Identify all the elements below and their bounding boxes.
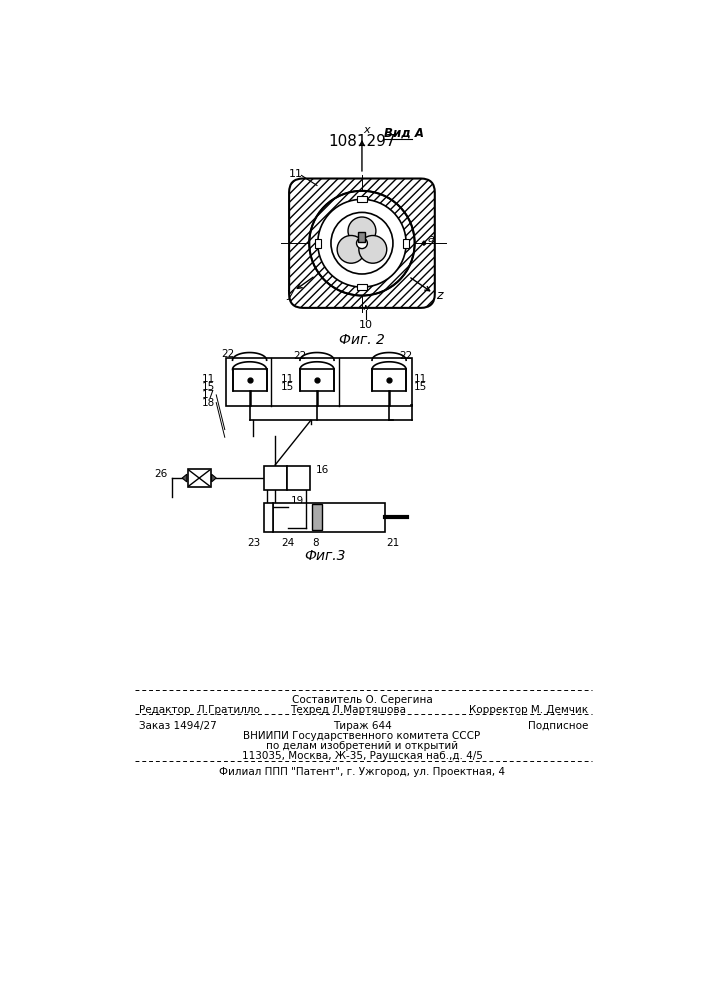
Bar — [357, 196, 367, 202]
Text: 19: 19 — [291, 496, 304, 506]
Text: Техред Л.Мартяшова: Техред Л.Мартяшова — [290, 705, 406, 715]
Text: Корректор М. Демчик: Корректор М. Демчик — [469, 705, 588, 715]
Bar — [357, 284, 367, 290]
Bar — [264, 466, 287, 490]
Text: 15: 15 — [281, 382, 293, 392]
Text: 22: 22 — [399, 351, 413, 361]
Text: 15: 15 — [202, 382, 216, 392]
Text: Фиг. 2: Фиг. 2 — [339, 333, 385, 347]
Circle shape — [331, 212, 393, 274]
Polygon shape — [182, 474, 187, 482]
Circle shape — [359, 235, 387, 263]
Text: 21: 21 — [386, 538, 399, 548]
Bar — [273, 503, 385, 532]
Text: 15: 15 — [414, 382, 427, 392]
Text: x: x — [363, 125, 370, 135]
Text: Вид А: Вид А — [384, 126, 423, 139]
Text: 113035, Москва, Ж-35, Раушская наб.,д. 4/5: 113035, Москва, Ж-35, Раушская наб.,д. 4… — [242, 751, 482, 761]
Text: 22: 22 — [293, 351, 307, 361]
Text: Фиг.3: Фиг.3 — [304, 549, 346, 563]
Text: 26: 26 — [154, 469, 167, 479]
Text: Редактор  Л.Гратилло: Редактор Л.Гратилло — [139, 705, 259, 715]
Text: 11: 11 — [289, 169, 303, 179]
Text: Заказ 1494/27: Заказ 1494/27 — [139, 721, 216, 731]
Bar — [372, 369, 406, 391]
Circle shape — [348, 217, 376, 245]
Bar — [287, 466, 310, 490]
Text: Тираж 644: Тираж 644 — [332, 721, 392, 731]
Bar — [312, 504, 322, 530]
Text: Филиал ППП "Патент", г. Ужгород, ул. Проектная, 4: Филиал ППП "Патент", г. Ужгород, ул. Про… — [219, 767, 505, 777]
Text: 1081297: 1081297 — [328, 134, 396, 149]
FancyBboxPatch shape — [289, 179, 435, 308]
Bar — [300, 369, 334, 391]
Text: 18: 18 — [202, 398, 216, 408]
Text: a: a — [427, 234, 434, 244]
Text: 8: 8 — [312, 538, 319, 548]
Text: 24: 24 — [281, 538, 295, 548]
Bar — [403, 239, 409, 248]
Text: 11: 11 — [202, 374, 216, 384]
Bar — [358, 232, 366, 242]
Text: ВНИИПИ Государственного комитета СССР: ВНИИПИ Государственного комитета СССР — [243, 731, 481, 741]
Text: 22: 22 — [221, 349, 235, 359]
Text: 17: 17 — [202, 390, 216, 400]
Bar — [233, 369, 267, 391]
Text: 10: 10 — [359, 320, 373, 330]
Text: y: y — [286, 287, 293, 300]
Bar — [187, 469, 211, 487]
Bar — [226, 358, 412, 406]
Text: по делам изобретений и открытий: по делам изобретений и открытий — [266, 741, 458, 751]
Text: Подписное: Подписное — [528, 721, 588, 731]
Bar — [264, 503, 273, 532]
Text: 16: 16 — [316, 465, 329, 475]
Text: 11: 11 — [281, 374, 293, 384]
Circle shape — [309, 191, 414, 296]
Circle shape — [356, 238, 368, 249]
Text: Составитель О. Серегина: Составитель О. Серегина — [291, 695, 432, 705]
Text: 11: 11 — [414, 374, 427, 384]
Polygon shape — [211, 474, 216, 482]
Text: z: z — [436, 289, 443, 302]
Bar — [315, 239, 321, 248]
Circle shape — [337, 235, 365, 263]
Text: 23: 23 — [247, 538, 260, 548]
